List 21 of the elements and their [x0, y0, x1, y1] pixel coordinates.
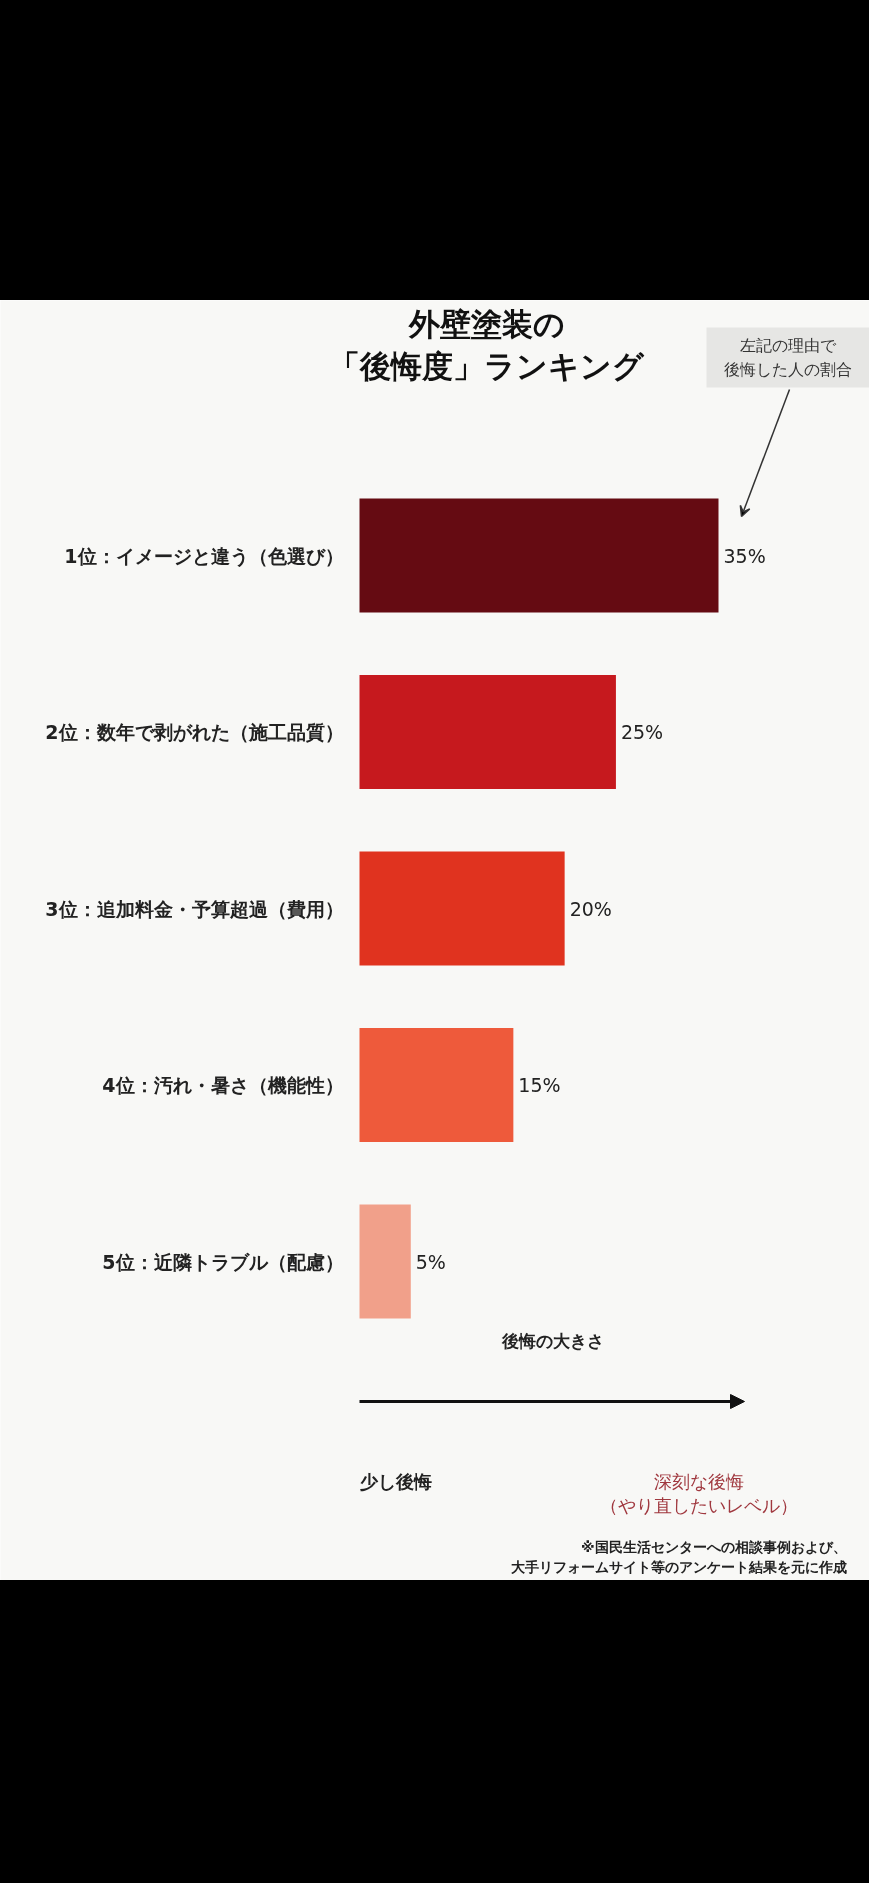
- x-axis-title: 後悔の大きさ: [500, 1330, 604, 1351]
- chart-title: 外壁塗装の「後悔度」ランキング: [329, 305, 645, 384]
- data-label: 15%: [518, 1074, 561, 1096]
- bar: [359, 498, 719, 613]
- bar: [359, 675, 616, 789]
- bar: [359, 1204, 411, 1319]
- data-label: 5%: [415, 1250, 446, 1273]
- text: 左記の理由で後悔した人の割合: [723, 336, 852, 379]
- data-label: 35%: [723, 544, 766, 567]
- y-tick-label: 2位：数年で剥がれた（施工品質）: [45, 721, 344, 743]
- y-tick-label: 1位：イメージと違う（色選び）: [64, 544, 344, 568]
- text: 少し後悔: [359, 1471, 432, 1492]
- data-label: 25%: [620, 721, 664, 743]
- bar: [359, 1028, 514, 1142]
- bar: [359, 851, 565, 966]
- y-tick-label: 3位：追加料金・予算超過（費用）: [45, 897, 344, 920]
- y-tick-label: 4位：汚れ・暑さ（機能性）: [102, 1074, 344, 1096]
- text: ※国民生活センターへの相談事例および、大手リフォームサイト等のアンケート結果を元に作成: [510, 1538, 847, 1575]
- y-tick-label: 5位：近隣トラブル（配慮）: [102, 1250, 344, 1273]
- data-label: 20%: [569, 897, 612, 920]
- text: 深刻な後悔（やり直したいレベル）: [599, 1471, 798, 1516]
